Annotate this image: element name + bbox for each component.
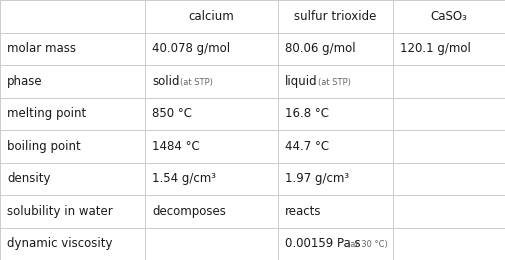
Text: 0.00159 Pa s: 0.00159 Pa s bbox=[285, 237, 361, 250]
Text: reacts: reacts bbox=[285, 205, 322, 218]
Text: 120.1 g/mol: 120.1 g/mol bbox=[400, 42, 471, 55]
Text: boiling point: boiling point bbox=[7, 140, 81, 153]
Text: 80.06 g/mol: 80.06 g/mol bbox=[285, 42, 356, 55]
Text: 1.54 g/cm³: 1.54 g/cm³ bbox=[152, 172, 216, 185]
Text: dynamic viscosity: dynamic viscosity bbox=[7, 237, 113, 250]
Text: (at STP): (at STP) bbox=[318, 78, 350, 87]
Text: CaSO₃: CaSO₃ bbox=[431, 10, 468, 23]
Text: decomposes: decomposes bbox=[152, 205, 226, 218]
Text: sulfur trioxide: sulfur trioxide bbox=[294, 10, 377, 23]
Text: phase: phase bbox=[7, 75, 42, 88]
Text: melting point: melting point bbox=[7, 107, 86, 120]
Text: molar mass: molar mass bbox=[7, 42, 76, 55]
Text: 44.7 °C: 44.7 °C bbox=[285, 140, 329, 153]
Text: (at STP): (at STP) bbox=[180, 78, 213, 87]
Text: (at 30 °C): (at 30 °C) bbox=[347, 240, 388, 249]
Text: 850 °C: 850 °C bbox=[152, 107, 192, 120]
Text: calcium: calcium bbox=[189, 10, 234, 23]
Text: 1.97 g/cm³: 1.97 g/cm³ bbox=[285, 172, 349, 185]
Text: 16.8 °C: 16.8 °C bbox=[285, 107, 329, 120]
Text: 40.078 g/mol: 40.078 g/mol bbox=[152, 42, 230, 55]
Text: solid: solid bbox=[152, 75, 179, 88]
Text: liquid: liquid bbox=[285, 75, 318, 88]
Text: solubility in water: solubility in water bbox=[7, 205, 113, 218]
Text: density: density bbox=[7, 172, 51, 185]
Text: 1484 °C: 1484 °C bbox=[152, 140, 200, 153]
